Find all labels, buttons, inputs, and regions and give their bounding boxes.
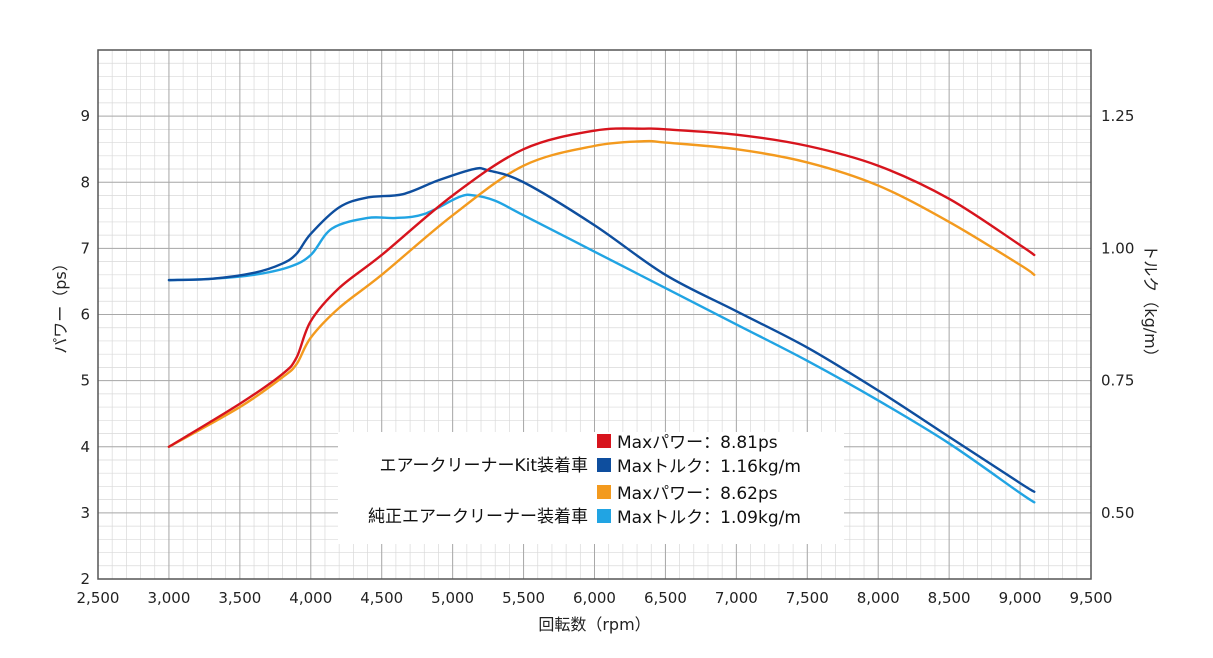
legend-swatch-stock-torque [597,509,611,523]
series-line-stock-torque [167,193,1036,504]
series-line-kit-power [167,127,1036,448]
x-tick-label: 4,500 [360,589,403,607]
legend-swatch-stock-power [597,485,611,499]
x-tick-label: 6,000 [573,589,616,607]
y-left-tick-label: 2 [80,570,90,588]
major-grid [97,49,1092,580]
x-tick-label: 5,000 [431,589,474,607]
x-tick-label: 9,500 [1070,589,1113,607]
x-axis-title: 回転数（rpm） [538,615,650,634]
legend-group-kit: エアークリーナーKit装着車 [379,456,588,476]
y-left-tick-label: 3 [80,504,90,522]
y-left-tick-label: 5 [80,372,90,390]
legend-swatch-kit-power [597,434,611,448]
legend-label-stock-torque: Maxトルク：1.09kg/m [617,508,801,528]
x-tick-label: 8,000 [857,589,900,607]
x-tick-label: 9,000 [999,589,1042,607]
x-tick-label: 8,500 [928,589,971,607]
plot-frame [97,49,1092,580]
x-tick-label: 3,500 [218,589,261,607]
legend-group-stock: 純正エアークリーナー装着車 [368,507,588,527]
x-tick-label: 6,500 [644,589,687,607]
legend: エアークリーナーKit装着車 Maxパワー：8.81ps Maxトルク：1.16… [338,432,844,544]
y-right-tick-label: 1.25 [1101,107,1134,125]
x-tick-label: 3,000 [147,589,190,607]
y-right-tick-label: 0.75 [1101,372,1134,390]
y-right-axis-ticks: 0.50 0.75 1.00 1.25 [1101,107,1134,522]
series-line-kit-torque [167,166,1036,493]
y-left-tick-label: 7 [80,239,90,257]
series-layer [167,127,1036,504]
x-tick-label: 7,500 [786,589,829,607]
y-left-axis-title: パワー（ps） [51,255,70,354]
y-left-tick-label: 8 [80,173,90,191]
y-left-tick-label: 6 [80,306,90,324]
y-right-axis-title: トルク（kg/m） [1141,244,1160,364]
series-line-stock-power [167,139,1036,448]
y-right-tick-label: 0.50 [1101,504,1134,522]
legend-swatch-kit-torque [597,458,611,472]
y-left-tick-label: 4 [80,438,90,456]
x-tick-label: 7,000 [715,589,758,607]
legend-label-kit-torque: Maxトルク：1.16kg/m [617,457,801,477]
y-left-axis-ticks: 2 3 4 5 6 7 8 9 [80,107,90,588]
y-left-tick-label: 9 [80,107,90,125]
x-tick-label: 4,000 [289,589,332,607]
y-right-tick-label: 1.00 [1101,239,1134,257]
x-tick-label: 2,500 [77,589,120,607]
legend-label-kit-power: Maxパワー：8.81ps [617,433,778,453]
legend-label-stock-power: Maxパワー：8.62ps [617,484,778,504]
legend-background [338,432,844,544]
x-tick-label: 5,500 [502,589,545,607]
x-axis-ticks: 2,500 3,000 3,500 4,000 4,500 5,000 5,500 6,000… [77,589,1113,607]
